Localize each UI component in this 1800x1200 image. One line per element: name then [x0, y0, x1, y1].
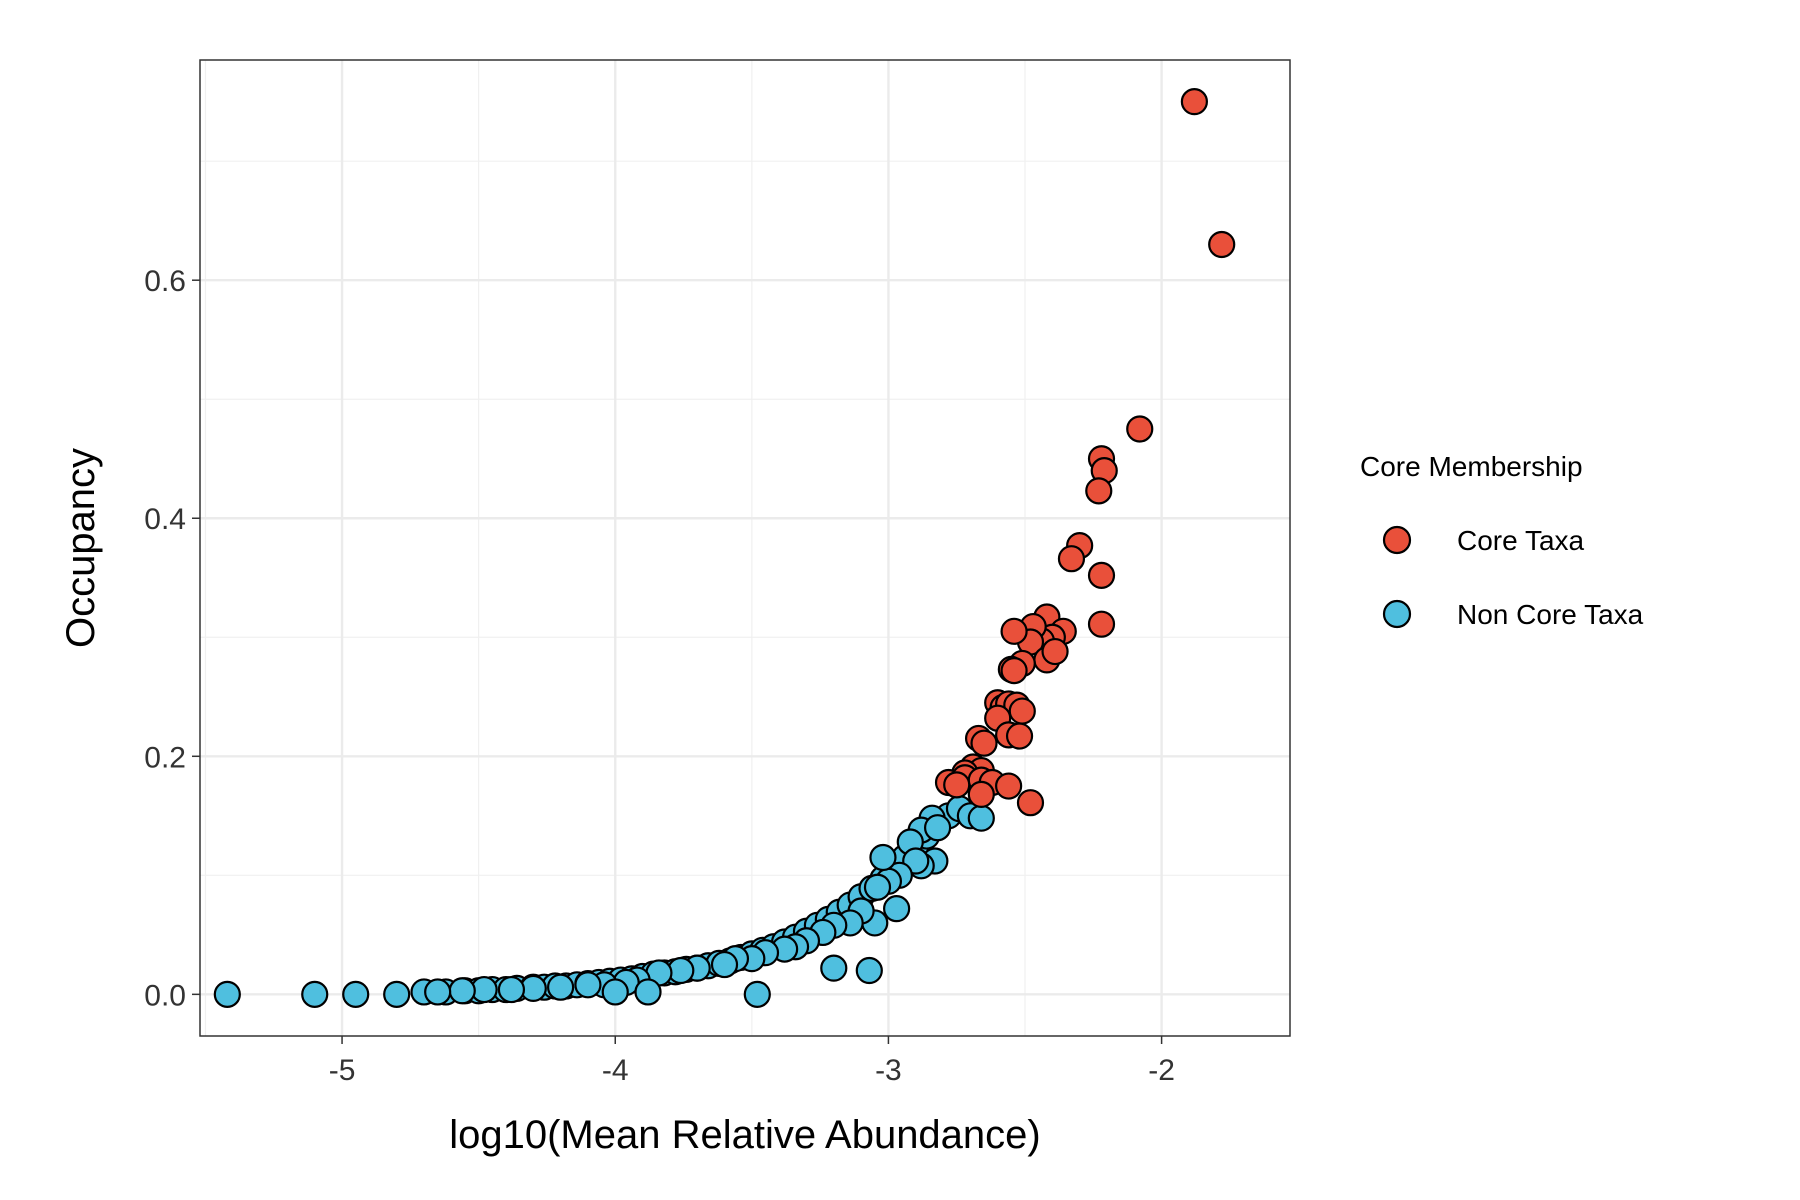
non-core-taxa-point	[863, 873, 892, 901]
non-core-taxa-point	[743, 980, 771, 1008]
core-taxa-point	[1087, 561, 1116, 589]
core-taxa-point	[1041, 637, 1069, 666]
non-core-taxa-point	[883, 895, 911, 923]
core-taxa-point	[1126, 415, 1154, 443]
non-core-taxa-point	[574, 971, 602, 999]
core-taxa-point	[967, 780, 995, 808]
core-taxa-point	[1085, 477, 1113, 505]
non-core-taxa-point	[448, 977, 476, 1005]
non-core-taxa-point	[301, 980, 329, 1008]
core-taxa-point	[1008, 697, 1036, 725]
non-core-taxa-point	[497, 975, 526, 1004]
core-taxa-point	[1000, 617, 1028, 645]
y-tick-label: 0.0	[144, 979, 186, 1012]
core-taxa-point	[1057, 545, 1086, 573]
panel-background	[200, 60, 1290, 1036]
x-tick-label: -3	[875, 1054, 902, 1087]
core-taxa-point	[995, 772, 1023, 800]
legend-label-core-taxa: Core Taxa	[1457, 525, 1585, 556]
legend-label-non-core-taxa: Non Core Taxa	[1457, 599, 1644, 630]
axes: -5 -4 -3 -2 0.0 0.2 0.4 0.6	[144, 265, 1175, 1087]
x-tick-label: -5	[329, 1054, 356, 1087]
legend: Core Membership Core Taxa Non Core Taxa	[1360, 451, 1644, 630]
non-core-taxa-point	[967, 804, 995, 832]
non-core-taxa-point	[424, 978, 452, 1006]
non-core-taxa-point	[710, 950, 739, 979]
non-core-taxa-point	[820, 954, 848, 982]
y-tick-label: 0.2	[144, 741, 186, 774]
non-core-taxa-point	[342, 980, 370, 1008]
x-axis-title: log10(Mean Relative Abundance)	[449, 1113, 1041, 1157]
core-taxa-point	[1208, 230, 1236, 259]
core-taxa-point	[1000, 656, 1028, 685]
core-taxa-point	[943, 771, 971, 799]
plot-panel	[199, 59, 1291, 1037]
non-core-taxa-point	[213, 980, 241, 1008]
y-tick-label: 0.4	[144, 503, 186, 536]
y-axis-title: Occupancy	[59, 448, 103, 648]
non-core-taxa-point	[634, 978, 662, 1006]
x-tick-label: -2	[1148, 1054, 1175, 1087]
non-core-taxa-point	[923, 814, 952, 842]
legend-key-core-taxa	[1382, 525, 1412, 555]
data-points	[213, 88, 1236, 1008]
legend-item-core-taxa: Core Taxa	[1382, 525, 1585, 556]
non-core-taxa-point	[601, 978, 629, 1006]
core-taxa-point	[1016, 789, 1045, 817]
core-taxa-point	[1005, 722, 1034, 750]
non-core-taxa-point	[869, 843, 897, 872]
panel-border	[199, 59, 1291, 1037]
legend-title: Core Membership	[1360, 451, 1583, 482]
non-core-taxa-point	[855, 956, 883, 985]
x-tick-label: -4	[602, 1054, 629, 1087]
core-taxa-point	[1180, 88, 1208, 116]
core-taxa-point	[970, 729, 998, 757]
non-core-taxa-point	[383, 980, 411, 1008]
y-tick-label: 0.6	[144, 265, 186, 298]
non-core-taxa-point	[547, 973, 575, 1001]
core-taxa-point	[1087, 610, 1116, 638]
legend-item-non-core-taxa: Non Core Taxa	[1382, 599, 1644, 630]
legend-key-non-core-taxa	[1382, 599, 1412, 629]
